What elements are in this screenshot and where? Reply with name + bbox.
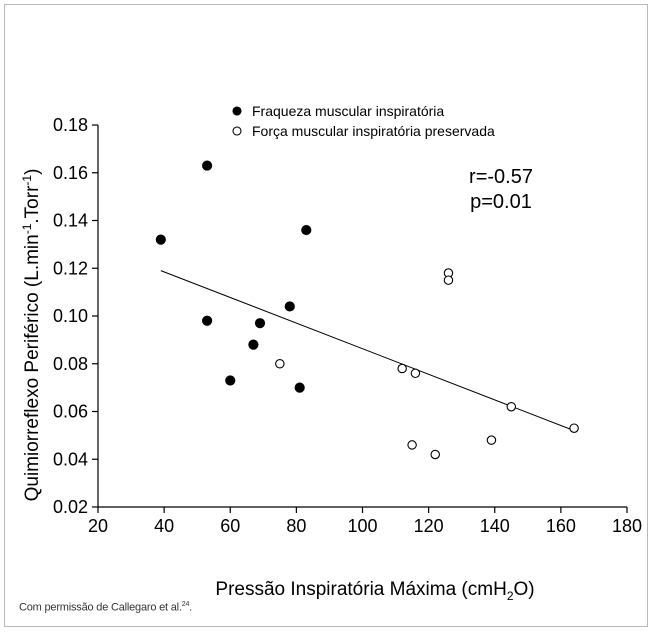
open-point — [569, 423, 579, 433]
open-point — [407, 440, 417, 450]
open-point — [443, 275, 454, 285]
y-tick-label: 0.08 — [53, 354, 88, 374]
x-tick-label: 160 — [546, 516, 576, 536]
filled-point — [284, 301, 295, 312]
x-tick-label: 120 — [414, 516, 444, 536]
filled-point — [294, 382, 305, 393]
filled-point — [202, 160, 213, 171]
annotations: r=-0.57 p=0.01 — [469, 166, 533, 213]
open-point — [275, 358, 285, 369]
x-tick-label: 80 — [286, 516, 306, 536]
open-point — [430, 449, 440, 460]
y-tick-label: 0.14 — [53, 211, 88, 231]
y-axis-label: Quimiorreflexo Periférico (L.min-1.Torr-… — [20, 169, 43, 502]
y-tick-label: 0.04 — [53, 449, 88, 469]
y-tick-label: 0.02 — [53, 497, 88, 517]
ticks: 20 40 60 80 100 120 140 160 180 0.02 0.04 0.06 0.08 0… — [53, 115, 642, 536]
stat-annotation: p=0.01 — [470, 191, 532, 213]
y-tick-label: 0.12 — [53, 258, 88, 278]
x-axis-label: Pressão Inspiratória Máxima (cmH2O) — [215, 579, 534, 603]
figure-caption: Com permissão de Callegaro et al.24. — [19, 601, 193, 614]
y-tick-label: 0.16 — [53, 163, 88, 183]
open-point — [410, 368, 421, 379]
x-tick-label: 20 — [88, 516, 108, 536]
legend: Fraqueza muscular inspiratória Força musc… — [232, 103, 495, 139]
open-point — [397, 363, 407, 374]
stat-annotation: r=-0.57 — [469, 166, 533, 188]
x-tick-label: 40 — [154, 516, 174, 536]
open-point — [486, 435, 497, 445]
y-tick-label: 0.10 — [53, 306, 88, 326]
x-tick-label: 60 — [220, 516, 240, 536]
axes — [97, 125, 627, 508]
open-point — [506, 401, 517, 412]
scatter-chart: 20 40 60 80 100 120 140 160 180 0.02 0.04 0.06 0.08 0… — [20, 103, 642, 603]
x-tick-label: 140 — [480, 516, 510, 536]
filled-point — [301, 224, 312, 236]
y-tick-label: 0.06 — [53, 402, 88, 422]
legend-filled-marker — [232, 106, 242, 116]
legend-label: Força muscular inspiratória preservada — [252, 123, 495, 139]
figure-frame: 20 40 60 80 100 120 140 160 180 0.02 0.04 0.06 0.08 0… — [4, 4, 648, 627]
filled-point — [225, 375, 236, 386]
x-tick-label: 100 — [347, 516, 377, 536]
y-tick-label: 0.18 — [53, 115, 88, 135]
filled-point — [254, 318, 266, 329]
legend-label: Fraqueza muscular inspiratória — [252, 103, 444, 119]
filled-point — [155, 234, 166, 245]
legend-open-marker — [232, 126, 242, 136]
data-points — [155, 160, 579, 460]
filled-point — [248, 339, 259, 350]
filled-point — [202, 315, 213, 326]
regression-segment — [160, 270, 575, 432]
x-tick-label: 180 — [612, 516, 642, 536]
regression-line — [160, 270, 575, 432]
